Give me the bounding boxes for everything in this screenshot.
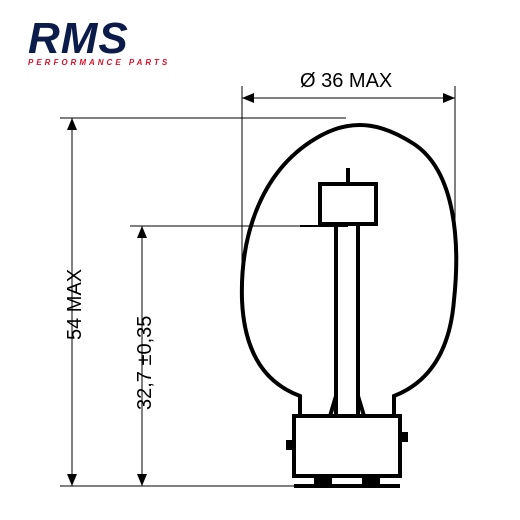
dim-dia-arrow-l (242, 93, 254, 103)
dim-h54-arrow-t (67, 118, 77, 130)
dim-h327-arrow-t (137, 226, 147, 238)
dim-h54-arrow-b (67, 474, 77, 486)
bulb-base (294, 416, 400, 476)
bayonet-pin-right (400, 432, 408, 442)
dim-height-lcl-label: 32,7 ±0,35 (134, 316, 157, 410)
bulb-drawing (0, 0, 520, 520)
dim-h327-arrow-b (137, 474, 147, 486)
bulb-contact-left (314, 476, 332, 486)
diagram-stage: RMS PERFORMANCE PARTS (0, 0, 520, 520)
bulb-svg (0, 0, 520, 520)
bayonet-pin-left (286, 440, 294, 450)
bulb-contact-right (362, 476, 380, 486)
dim-diameter-label: Ø 36 MAX (300, 70, 392, 93)
dim-height-total-label: 54 MAX (64, 269, 87, 340)
dim-dia-arrow-r (443, 93, 455, 103)
